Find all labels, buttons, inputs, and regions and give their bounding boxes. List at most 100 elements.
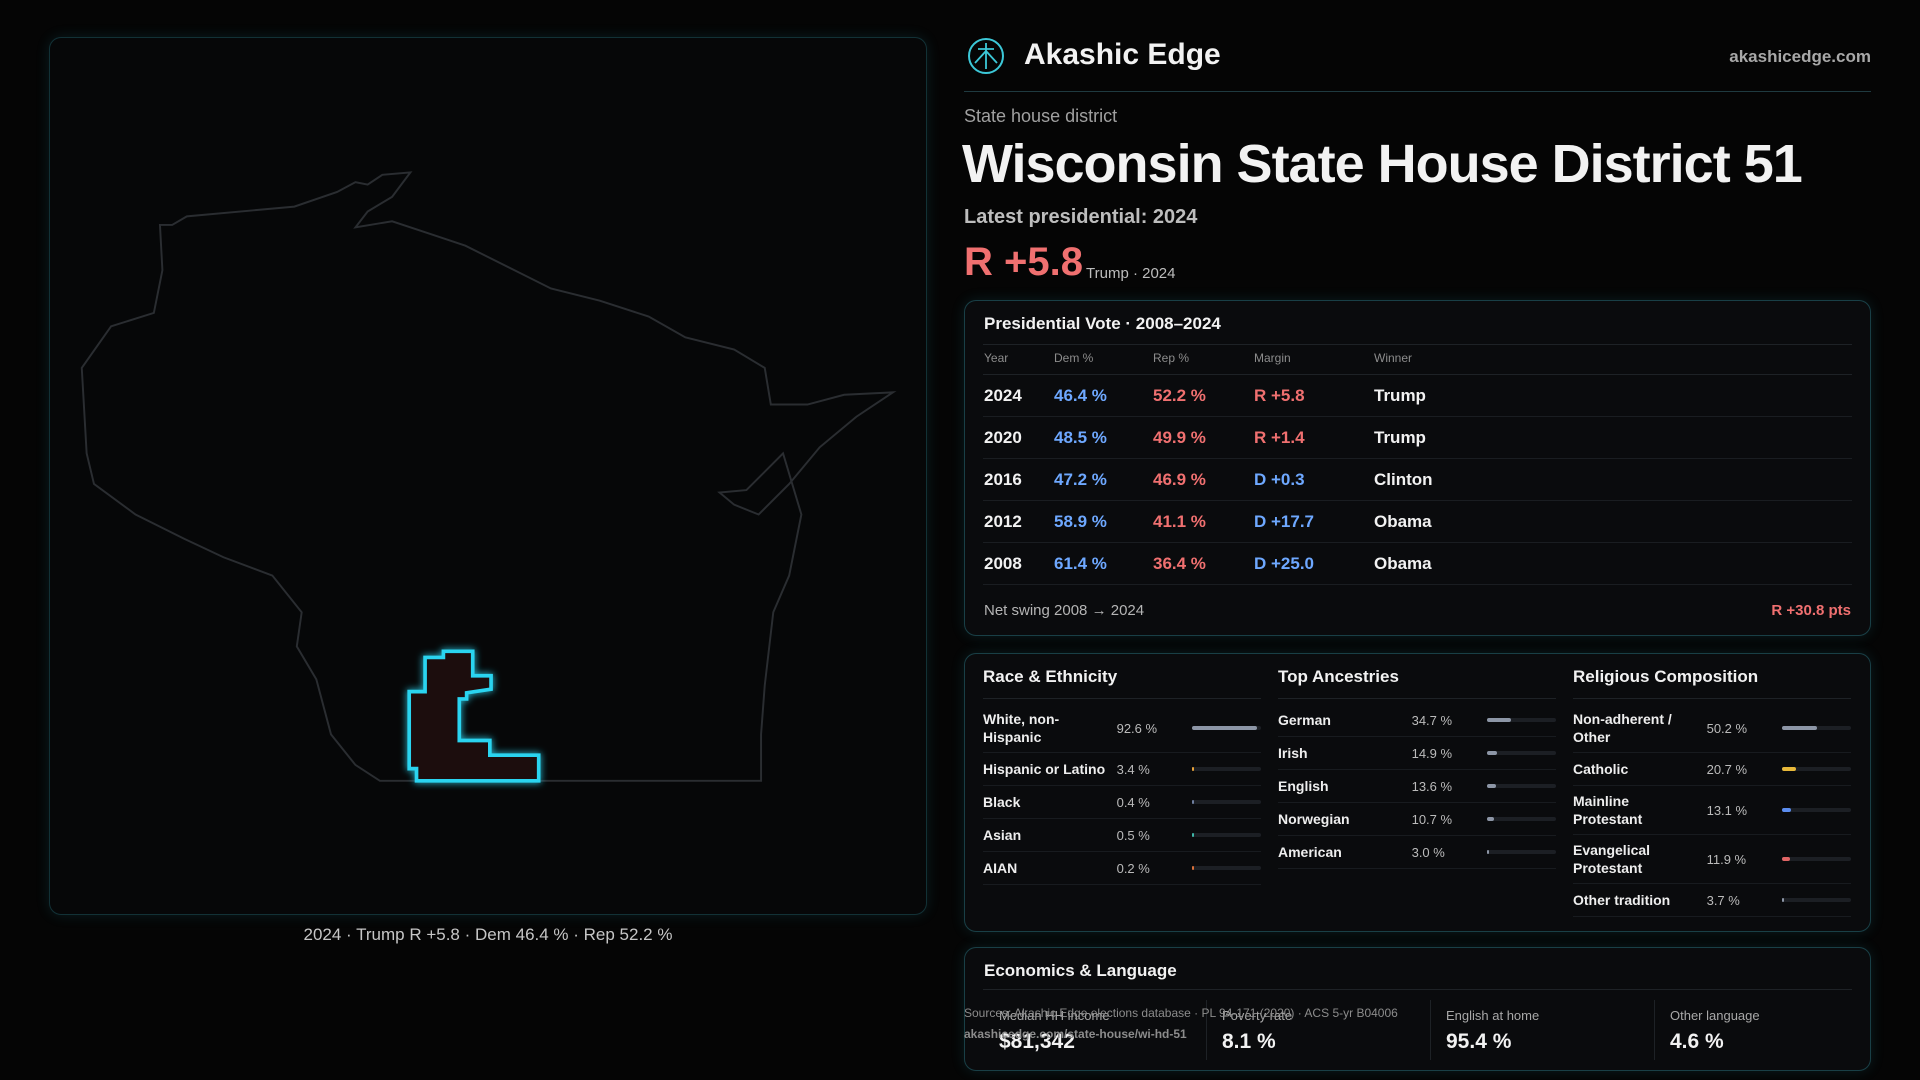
table-cell: 2024 <box>984 386 1022 405</box>
stat-value: 95.4 % <box>1446 1030 1512 1053</box>
item-value: 3.7 % <box>1706 892 1740 908</box>
stat-label: Poverty rate <box>1222 1008 1293 1023</box>
table-cell: 46.4 % <box>1054 386 1107 405</box>
bar <box>1486 817 1495 821</box>
bar-track <box>1191 800 1261 804</box>
item-list: Non-adherent / Other 50.2 % Catholic 20.7 %… <box>1573 704 1851 917</box>
item-value: 14.9 % <box>1411 745 1453 761</box>
table-cell: 46.9 % <box>1153 470 1206 489</box>
item-row: American 3.0 % <box>1278 836 1556 869</box>
table-cell: 2008 <box>984 554 1022 573</box>
item-name: AIAN <box>983 860 1018 876</box>
item-name: Other tradition <box>1573 892 1671 908</box>
bar-track <box>1191 866 1261 870</box>
table-row: 2020 48.5 % 49.9 % R +1.4 Trump <box>983 417 1852 459</box>
bar <box>1781 898 1785 902</box>
item-row: German 34.7 % <box>1278 704 1556 737</box>
stat-value: 4.6 % <box>1670 1030 1724 1053</box>
table-row: 2008 61.4 % 36.4 % D +25.0 Obama <box>983 543 1852 585</box>
bar <box>1191 800 1194 804</box>
margin-note: Trump · 2024 <box>1086 265 1176 282</box>
footer-value: R +30.8 pts <box>1771 602 1851 619</box>
divider <box>1573 698 1851 699</box>
table-cell: Trump <box>1374 428 1426 447</box>
item-value: 0.4 % <box>1116 794 1150 810</box>
item-name: English <box>1278 778 1329 794</box>
bar <box>1781 726 1817 730</box>
table-cell: Clinton <box>1374 470 1433 489</box>
district-shape <box>407 649 541 783</box>
card-title: Presidential Vote · 2008–2024 <box>984 314 1221 333</box>
footer-label: Net swing 2008 → 2024 <box>984 602 1145 619</box>
table-cell: 36.4 % <box>1153 554 1206 573</box>
item-row: Non-adherent / Other 50.2 % <box>1573 704 1851 753</box>
column-header: Margin <box>1254 351 1291 365</box>
item-value: 0.5 % <box>1116 827 1150 843</box>
table-cell: 61.4 % <box>1054 554 1107 573</box>
page-title: Wisconsin State House District 51 <box>962 134 1803 194</box>
bar-track <box>1486 850 1556 854</box>
table-cell: R +1.4 <box>1254 428 1305 447</box>
table-cell: Obama <box>1374 512 1432 531</box>
item-value: 3.0 % <box>1411 844 1445 860</box>
latest-label: Latest presidential: 2024 <box>964 206 1198 228</box>
item-name: Evangelical Protestant <box>1573 842 1651 876</box>
item-row: Catholic 20.7 % <box>1573 753 1851 786</box>
table-cell: 2016 <box>984 470 1022 489</box>
item-name: American <box>1278 844 1342 860</box>
item-name: Non-adherent / Other <box>1573 711 1672 745</box>
item-list: White, non-Hispanic 92.6 % Hispanic or Lat… <box>983 704 1261 885</box>
divider <box>1654 1000 1655 1060</box>
item-row: Hispanic or Latino 3.4 % <box>983 753 1261 786</box>
item-name: Norwegian <box>1278 811 1350 827</box>
divider <box>1430 1000 1431 1060</box>
bar <box>1486 751 1498 755</box>
stat-label: Other language <box>1670 1008 1760 1023</box>
divider <box>983 698 1261 699</box>
column-header: Winner <box>1374 351 1413 365</box>
bar <box>1191 767 1195 771</box>
bar-track <box>1781 857 1851 861</box>
item-value: 3.4 % <box>1116 761 1150 777</box>
table-cell: D +17.7 <box>1254 512 1315 531</box>
kicker: State house district <box>964 106 1118 126</box>
item-value: 92.6 % <box>1116 720 1158 736</box>
bar <box>1486 850 1489 854</box>
item-value: 13.1 % <box>1706 802 1748 818</box>
item-row: Black 0.4 % <box>983 786 1261 819</box>
divider <box>1278 698 1556 699</box>
card-title: Economics & Language <box>984 961 1177 980</box>
bar-track <box>1486 751 1556 755</box>
bar <box>1191 866 1194 870</box>
margin-value: R +5.8 <box>964 240 1083 284</box>
section-title: Religious Composition <box>1573 667 1759 686</box>
table-row: 2024 46.4 % 52.2 % R +5.8 Trump <box>983 375 1852 417</box>
bar <box>1781 857 1791 861</box>
table-cell: 2020 <box>984 428 1022 447</box>
stat-label: Median HH income <box>999 1008 1110 1023</box>
economics-card: Economics & Language Median HH income $81,… <box>964 947 1871 1071</box>
item-row: AIAN 0.2 % <box>983 852 1261 885</box>
table-cell: R +5.8 <box>1254 386 1305 405</box>
item-row: Norwegian 10.7 % <box>1278 803 1556 836</box>
vote-card: Presidential Vote · 2008–2024 Year Dem % Re… <box>964 300 1871 636</box>
brand-name: Akashic Edge <box>1024 38 1221 71</box>
table-cell: 49.9 % <box>1153 428 1206 447</box>
bar-track <box>1781 808 1851 812</box>
site-link[interactable]: akashicedge.com <box>1729 47 1871 66</box>
sources-url[interactable]: akashicedge.com/state-house/wi-hd-51 <box>964 1027 1187 1041</box>
item-row: Asian 0.5 % <box>983 819 1261 852</box>
stat-value: 8.1 % <box>1222 1030 1276 1053</box>
bar <box>1191 726 1257 730</box>
table-cell: 58.9 % <box>1054 512 1107 531</box>
bar <box>1486 718 1512 722</box>
bar-track <box>1191 767 1261 771</box>
brand-logo <box>968 38 1004 74</box>
sources-text: Sources: Akashic Edge elections database… <box>964 1006 1398 1020</box>
stat-label: English at home <box>1446 1008 1540 1023</box>
table-cell: D +0.3 <box>1254 470 1305 489</box>
table-cell: 48.5 % <box>1054 428 1107 447</box>
bar <box>1781 767 1797 771</box>
item-row: Other tradition 3.7 % <box>1573 884 1851 917</box>
